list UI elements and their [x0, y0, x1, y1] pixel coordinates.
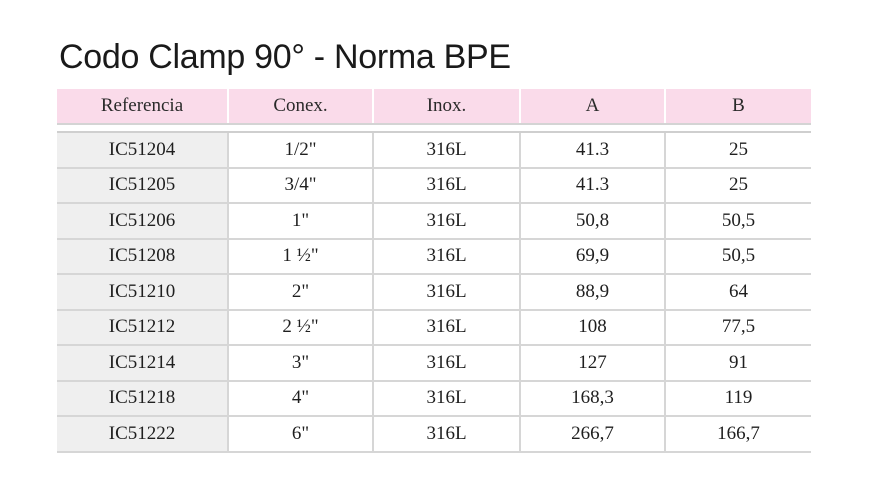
cell-conex: 4": [229, 381, 374, 415]
header-inox: Inox.: [374, 89, 521, 123]
table-row: IC51214 3" 316L 127 91: [57, 346, 811, 382]
cell-conex: 1 ½": [229, 239, 374, 273]
table-row: IC51222 6" 316L 266,7 166,7: [57, 417, 811, 453]
cell-a: 41.3: [521, 133, 666, 167]
header-referencia: Referencia: [57, 89, 229, 123]
table-row: IC51205 3/4" 316L 41.3 25: [57, 168, 811, 204]
cell-referencia: IC51222: [57, 417, 229, 451]
cell-conex: 3/4": [229, 168, 374, 202]
table-header-row: Referencia Conex. Inox. A B: [57, 89, 811, 125]
cell-inox: 316L: [374, 204, 521, 238]
cell-referencia: IC51212: [57, 310, 229, 344]
cell-referencia: IC51205: [57, 168, 229, 202]
cell-referencia: IC51218: [57, 381, 229, 415]
cell-conex: 1/2": [229, 133, 374, 167]
cell-inox: 316L: [374, 275, 521, 309]
cell-b: 119: [724, 387, 753, 409]
cell-conex: 1": [229, 204, 374, 238]
cell-b: 50,5: [721, 209, 756, 231]
cell-a: 168,3: [521, 381, 666, 415]
cell-a: 41.3: [521, 168, 666, 202]
cell-conex: 3": [229, 346, 374, 380]
table-row: IC51218 4" 316L 168,3 119: [57, 381, 811, 417]
cell-conex: 2 ½": [229, 310, 374, 344]
cell-b: 50,5: [721, 245, 756, 267]
cell-inox: 316L: [374, 417, 521, 451]
cell-inox: 316L: [374, 381, 521, 415]
cell-b: 166,7: [717, 422, 760, 444]
cell-a: 266,7: [521, 417, 666, 451]
header-divider: [57, 125, 811, 133]
table-row: IC51212 2 ½" 316L 108 77,5: [57, 310, 811, 346]
cell-inox: 316L: [374, 310, 521, 344]
table-row: IC51210 2" 316L 88,9 64: [57, 275, 811, 311]
cell-referencia: IC51208: [57, 239, 229, 273]
header-b: B: [732, 95, 745, 116]
cell-referencia: IC51210: [57, 275, 229, 309]
header-conex: Conex.: [229, 89, 374, 123]
cell-referencia: IC51204: [57, 133, 229, 167]
table-row: IC51206 1" 316L 50,8 50,5: [57, 204, 811, 240]
table-row: IC51204 1/2" 316L 41.3 25: [57, 133, 811, 169]
cell-a: 50,8: [521, 204, 666, 238]
cell-inox: 316L: [374, 346, 521, 380]
cell-a: 108: [521, 310, 666, 344]
header-a: A: [521, 89, 666, 123]
cell-conex: 2": [229, 275, 374, 309]
cell-b: 77,5: [721, 316, 756, 338]
cell-a: 69,9: [521, 239, 666, 273]
cell-inox: 316L: [374, 133, 521, 167]
cell-b: 91: [729, 351, 748, 373]
cell-b: 25: [729, 174, 748, 196]
product-table: Referencia Conex. Inox. A B IC51204 1/2"…: [57, 89, 811, 453]
cell-referencia: IC51214: [57, 346, 229, 380]
cell-referencia: IC51206: [57, 204, 229, 238]
cell-conex: 6": [229, 417, 374, 451]
cell-inox: 316L: [374, 168, 521, 202]
cell-a: 127: [521, 346, 666, 380]
cell-b: 25: [729, 138, 748, 160]
cell-a: 88,9: [521, 275, 666, 309]
table-row: IC51208 1 ½" 316L 69,9 50,5: [57, 239, 811, 275]
cell-inox: 316L: [374, 239, 521, 273]
cell-b: 64: [729, 280, 748, 302]
page-title: Codo Clamp 90° - Norma BPE: [59, 38, 511, 76]
